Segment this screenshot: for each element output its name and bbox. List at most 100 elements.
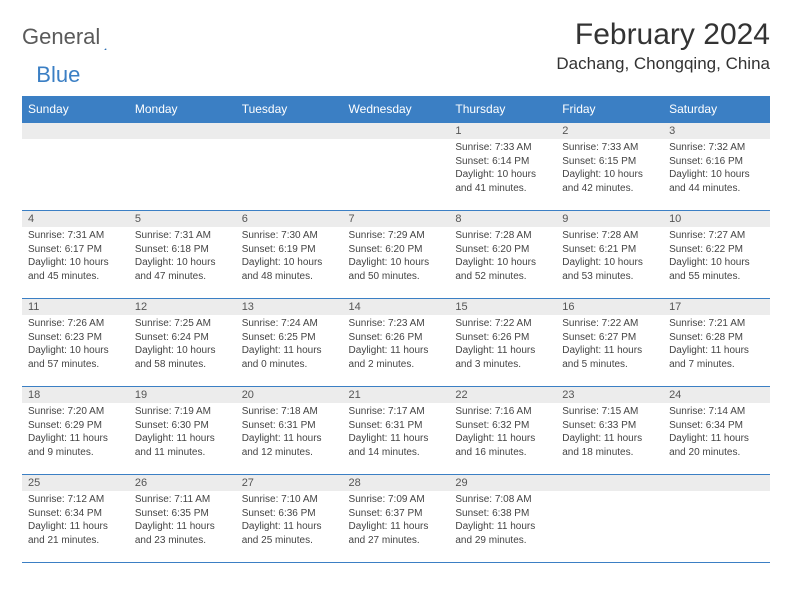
calendar-cell [22,123,129,211]
day-number: 3 [663,123,770,139]
day-number: 24 [663,387,770,403]
calendar-cell [663,475,770,563]
calendar-cell: 18Sunrise: 7:20 AMSunset: 6:29 PMDayligh… [22,387,129,475]
day-number-empty [129,123,236,139]
day-number: 23 [556,387,663,403]
logo: General [22,18,122,50]
day-data: Sunrise: 7:28 AMSunset: 6:20 PMDaylight:… [449,227,556,287]
day-number: 19 [129,387,236,403]
calendar-cell: 4Sunrise: 7:31 AMSunset: 6:17 PMDaylight… [22,211,129,299]
calendar-cell: 27Sunrise: 7:10 AMSunset: 6:36 PMDayligh… [236,475,343,563]
day-header: Saturday [663,96,770,123]
day-data: Sunrise: 7:09 AMSunset: 6:37 PMDaylight:… [343,491,450,551]
day-data: Sunrise: 7:11 AMSunset: 6:35 PMDaylight:… [129,491,236,551]
day-number: 2 [556,123,663,139]
calendar-cell: 19Sunrise: 7:19 AMSunset: 6:30 PMDayligh… [129,387,236,475]
day-number: 28 [343,475,450,491]
calendar-cell: 28Sunrise: 7:09 AMSunset: 6:37 PMDayligh… [343,475,450,563]
day-data: Sunrise: 7:14 AMSunset: 6:34 PMDaylight:… [663,403,770,463]
day-number: 18 [22,387,129,403]
calendar-week: 18Sunrise: 7:20 AMSunset: 6:29 PMDayligh… [22,387,770,475]
calendar-cell [236,123,343,211]
day-data: Sunrise: 7:21 AMSunset: 6:28 PMDaylight:… [663,315,770,375]
calendar-cell: 24Sunrise: 7:14 AMSunset: 6:34 PMDayligh… [663,387,770,475]
day-data: Sunrise: 7:33 AMSunset: 6:15 PMDaylight:… [556,139,663,199]
day-data: Sunrise: 7:12 AMSunset: 6:34 PMDaylight:… [22,491,129,551]
calendar-head: SundayMondayTuesdayWednesdayThursdayFrid… [22,96,770,123]
day-header: Sunday [22,96,129,123]
day-number: 17 [663,299,770,315]
day-number: 1 [449,123,556,139]
calendar-cell [343,123,450,211]
calendar-week: 25Sunrise: 7:12 AMSunset: 6:34 PMDayligh… [22,475,770,563]
day-number: 13 [236,299,343,315]
day-data: Sunrise: 7:17 AMSunset: 6:31 PMDaylight:… [343,403,450,463]
calendar-cell: 20Sunrise: 7:18 AMSunset: 6:31 PMDayligh… [236,387,343,475]
day-data: Sunrise: 7:22 AMSunset: 6:26 PMDaylight:… [449,315,556,375]
calendar-table: SundayMondayTuesdayWednesdayThursdayFrid… [22,96,770,563]
day-number: 5 [129,211,236,227]
calendar-cell [129,123,236,211]
day-data: Sunrise: 7:25 AMSunset: 6:24 PMDaylight:… [129,315,236,375]
day-number-empty [343,123,450,139]
day-data: Sunrise: 7:15 AMSunset: 6:33 PMDaylight:… [556,403,663,463]
calendar-cell: 13Sunrise: 7:24 AMSunset: 6:25 PMDayligh… [236,299,343,387]
calendar-cell: 15Sunrise: 7:22 AMSunset: 6:26 PMDayligh… [449,299,556,387]
calendar-cell: 5Sunrise: 7:31 AMSunset: 6:18 PMDaylight… [129,211,236,299]
day-data: Sunrise: 7:32 AMSunset: 6:16 PMDaylight:… [663,139,770,199]
day-data: Sunrise: 7:27 AMSunset: 6:22 PMDaylight:… [663,227,770,287]
calendar-cell: 17Sunrise: 7:21 AMSunset: 6:28 PMDayligh… [663,299,770,387]
calendar-cell: 14Sunrise: 7:23 AMSunset: 6:26 PMDayligh… [343,299,450,387]
day-data: Sunrise: 7:26 AMSunset: 6:23 PMDaylight:… [22,315,129,375]
day-data: Sunrise: 7:31 AMSunset: 6:18 PMDaylight:… [129,227,236,287]
calendar-cell: 10Sunrise: 7:27 AMSunset: 6:22 PMDayligh… [663,211,770,299]
day-number-empty [556,475,663,491]
day-data: Sunrise: 7:28 AMSunset: 6:21 PMDaylight:… [556,227,663,287]
day-data: Sunrise: 7:30 AMSunset: 6:19 PMDaylight:… [236,227,343,287]
day-number: 9 [556,211,663,227]
day-number: 25 [22,475,129,491]
calendar-cell: 16Sunrise: 7:22 AMSunset: 6:27 PMDayligh… [556,299,663,387]
day-number: 10 [663,211,770,227]
day-data: Sunrise: 7:20 AMSunset: 6:29 PMDaylight:… [22,403,129,463]
day-data: Sunrise: 7:16 AMSunset: 6:32 PMDaylight:… [449,403,556,463]
sail-icon [104,30,107,44]
day-data: Sunrise: 7:22 AMSunset: 6:27 PMDaylight:… [556,315,663,375]
day-number: 8 [449,211,556,227]
day-number: 16 [556,299,663,315]
logo-text-blue: Blue [36,62,80,88]
day-data: Sunrise: 7:31 AMSunset: 6:17 PMDaylight:… [22,227,129,287]
day-number: 12 [129,299,236,315]
day-number-empty [22,123,129,139]
calendar-cell: 9Sunrise: 7:28 AMSunset: 6:21 PMDaylight… [556,211,663,299]
calendar-week: 4Sunrise: 7:31 AMSunset: 6:17 PMDaylight… [22,211,770,299]
title-block: February 2024 Dachang, Chongqing, China [556,18,770,74]
day-number: 27 [236,475,343,491]
calendar-cell: 12Sunrise: 7:25 AMSunset: 6:24 PMDayligh… [129,299,236,387]
calendar-cell: 1Sunrise: 7:33 AMSunset: 6:14 PMDaylight… [449,123,556,211]
page-subtitle: Dachang, Chongqing, China [556,54,770,74]
calendar-week: 11Sunrise: 7:26 AMSunset: 6:23 PMDayligh… [22,299,770,387]
day-data: Sunrise: 7:33 AMSunset: 6:14 PMDaylight:… [449,139,556,199]
day-header: Friday [556,96,663,123]
calendar-cell: 22Sunrise: 7:16 AMSunset: 6:32 PMDayligh… [449,387,556,475]
calendar-cell: 2Sunrise: 7:33 AMSunset: 6:15 PMDaylight… [556,123,663,211]
day-data: Sunrise: 7:23 AMSunset: 6:26 PMDaylight:… [343,315,450,375]
day-number: 6 [236,211,343,227]
day-header: Monday [129,96,236,123]
day-number-empty [236,123,343,139]
day-data: Sunrise: 7:24 AMSunset: 6:25 PMDaylight:… [236,315,343,375]
day-data: Sunrise: 7:18 AMSunset: 6:31 PMDaylight:… [236,403,343,463]
day-header: Wednesday [343,96,450,123]
day-number: 21 [343,387,450,403]
day-header: Thursday [449,96,556,123]
day-data: Sunrise: 7:10 AMSunset: 6:36 PMDaylight:… [236,491,343,551]
calendar-cell: 6Sunrise: 7:30 AMSunset: 6:19 PMDaylight… [236,211,343,299]
day-number: 26 [129,475,236,491]
calendar-cell: 26Sunrise: 7:11 AMSunset: 6:35 PMDayligh… [129,475,236,563]
page-title: February 2024 [556,18,770,52]
day-number: 14 [343,299,450,315]
calendar-cell: 25Sunrise: 7:12 AMSunset: 6:34 PMDayligh… [22,475,129,563]
calendar-body: 1Sunrise: 7:33 AMSunset: 6:14 PMDaylight… [22,123,770,563]
day-number: 15 [449,299,556,315]
